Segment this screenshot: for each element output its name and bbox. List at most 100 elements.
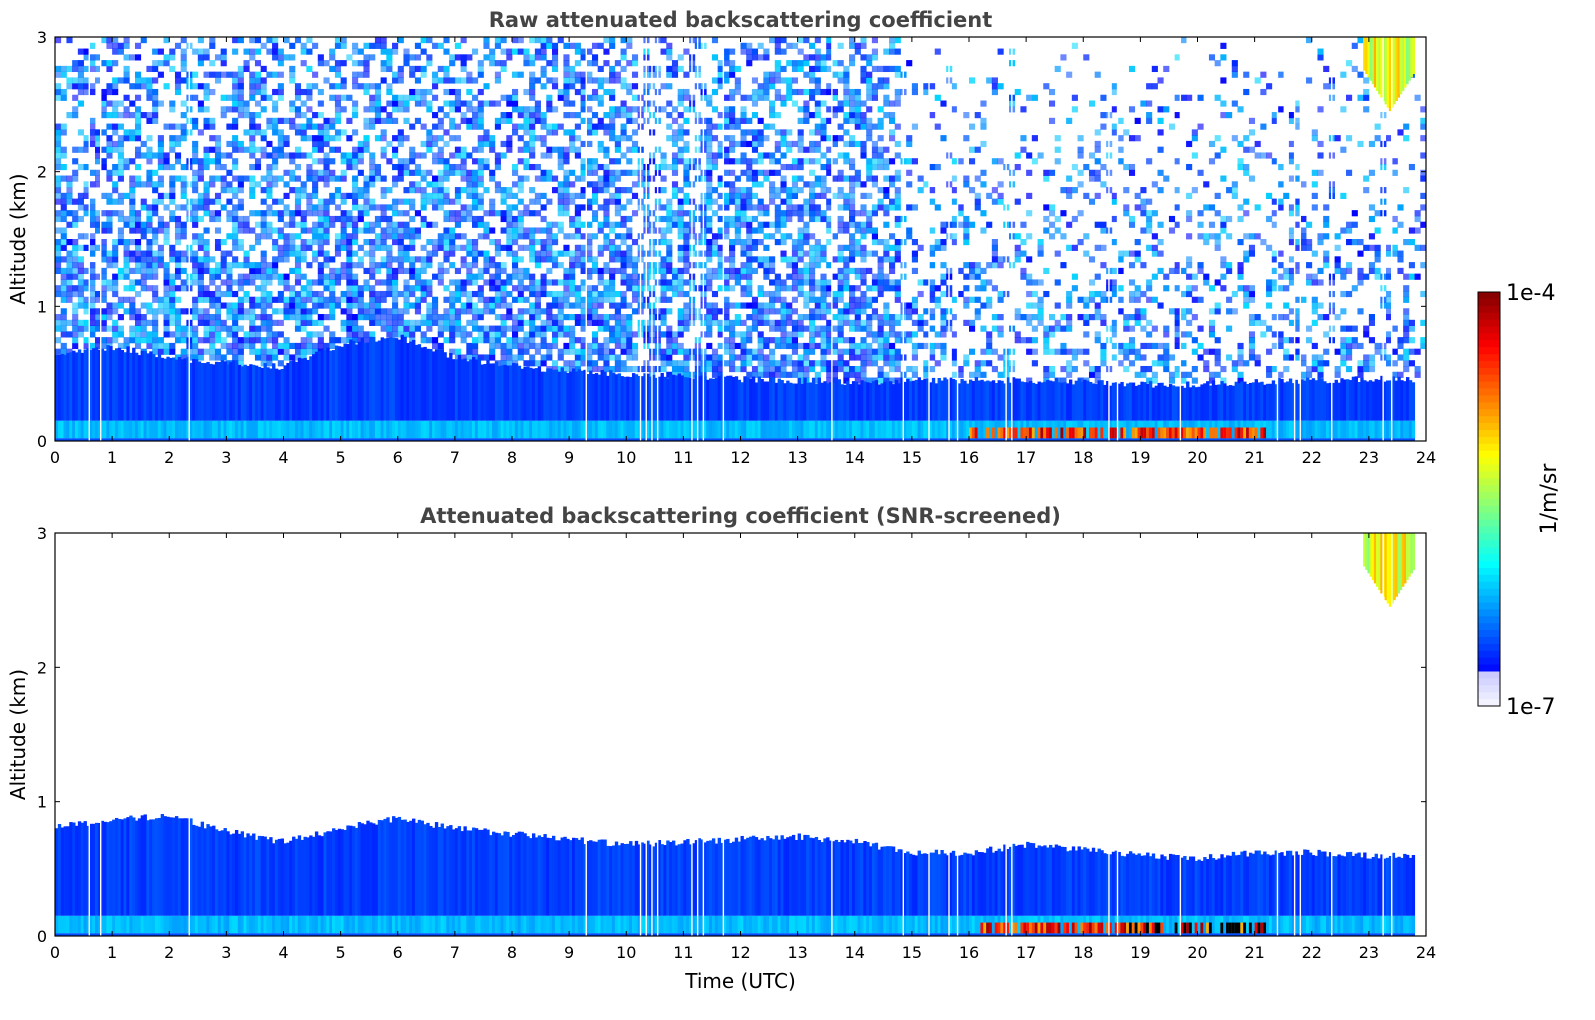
noise-cell: [517, 112, 524, 119]
noise-cell: [751, 169, 759, 176]
noise-cell: [340, 192, 347, 199]
noise-cell: [77, 60, 84, 67]
noise-cell: [883, 319, 890, 326]
noise-cell: [746, 60, 753, 67]
noise-cell: [449, 60, 456, 67]
noise-cell: [346, 158, 353, 165]
noise-cell: [803, 342, 810, 350]
noise-cell: [534, 48, 541, 55]
noise-cell: [249, 192, 256, 199]
noise-cell: [89, 42, 96, 49]
noise-cell: [100, 325, 107, 332]
noise-cell: [769, 290, 776, 298]
noise-cell: [100, 221, 107, 228]
noise-cell: [83, 233, 90, 240]
noise-cell: [723, 169, 730, 176]
noise-cell: [597, 175, 604, 182]
noise-cell: [626, 348, 633, 355]
noise-cell: [529, 146, 536, 153]
noise-cell: [660, 365, 667, 373]
noise-cell: [232, 233, 239, 240]
noise-cell: [849, 163, 856, 171]
noise-cell: [414, 77, 421, 84]
noise-cell: [340, 221, 347, 228]
noise-cell: [791, 267, 799, 275]
noise-cell: [500, 60, 507, 67]
noise-cell: [437, 267, 444, 275]
noise-cell: [392, 331, 399, 338]
noise-cell: [112, 256, 119, 263]
noise-cell: [449, 210, 456, 217]
noise-cell: [317, 244, 324, 251]
noise-cell: [860, 371, 867, 378]
noise-cell: [854, 175, 861, 182]
noise-cell: [906, 181, 913, 188]
noise-cell: [397, 319, 404, 326]
noise-cell: [203, 262, 210, 269]
noise-cell: [403, 325, 410, 332]
noise-cell: [89, 233, 96, 240]
noise-cell: [83, 65, 90, 73]
noise-cell: [757, 371, 764, 378]
noise-cell: [843, 308, 850, 315]
noise-cell: [551, 106, 559, 113]
noise-cell: [386, 325, 393, 332]
noise-cell: [791, 285, 799, 292]
noise-cell: [392, 94, 399, 101]
noise-cell: [620, 135, 627, 142]
noise-cell: [814, 129, 821, 136]
noise-cell: [894, 354, 901, 361]
noise-cell: [837, 175, 844, 182]
noise-cell: [603, 233, 610, 240]
noise-cell: [117, 233, 124, 240]
noise-cell: [146, 135, 153, 142]
noise-cell: [380, 215, 387, 223]
noise-cell: [871, 204, 878, 211]
noise-cell: [803, 198, 810, 205]
noise-cell: [129, 239, 136, 246]
noise-cell: [740, 250, 747, 257]
noise-cell: [386, 308, 393, 315]
noise-cell: [192, 308, 199, 315]
noise-cell: [237, 279, 244, 286]
noise-cell: [323, 262, 330, 269]
noise-cell: [426, 100, 433, 107]
noise-cell: [820, 314, 827, 321]
noise-cell: [860, 100, 867, 107]
noise-cell: [437, 135, 444, 142]
noise-cell: [500, 314, 507, 321]
noise-cell: [523, 227, 530, 234]
noise-cell: [432, 244, 439, 251]
noise-cell: [849, 233, 856, 240]
noise-cell: [854, 273, 861, 280]
noise-cell: [894, 175, 901, 182]
noise-cell: [454, 77, 461, 84]
noise-cell: [117, 325, 124, 332]
noise-cell: [283, 256, 290, 263]
noise-cell: [454, 331, 461, 338]
noise-cell: [883, 250, 890, 257]
noise-cell: [706, 319, 713, 326]
noise-cell: [369, 152, 376, 159]
noise-cell: [197, 296, 204, 303]
noise-cell: [83, 77, 90, 84]
noise-cell: [517, 158, 524, 165]
noise-cell: [192, 152, 199, 159]
noise-cell: [449, 163, 456, 171]
noise-cell: [849, 158, 856, 165]
noise-cell: [666, 354, 673, 361]
noise-cell: [746, 285, 753, 292]
noise-cell: [449, 152, 456, 159]
noise-cell: [523, 337, 530, 344]
noise-cell: [243, 100, 250, 107]
noise-cell: [180, 308, 187, 315]
noise-cell: [163, 262, 170, 269]
noise-cell: [809, 158, 816, 165]
noise-cell: [603, 215, 610, 223]
noise-cell: [609, 244, 616, 251]
noise-cell: [83, 181, 90, 188]
noise-cell: [729, 117, 736, 124]
noise-cell: [534, 239, 541, 246]
noise-cell: [106, 135, 113, 142]
noise-cell: [146, 88, 153, 96]
